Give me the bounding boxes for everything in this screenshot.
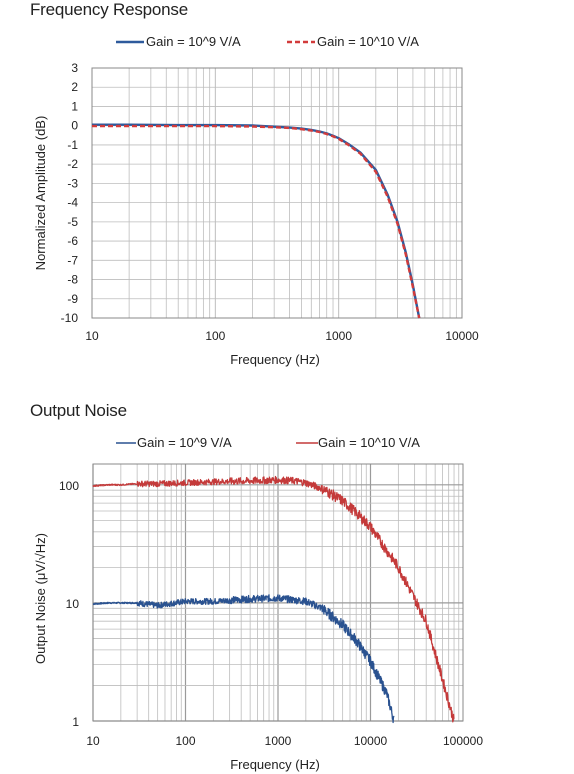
x-tick-label: 10 — [86, 734, 100, 748]
legend-label-gain-1e9: Gain = 10^9 V/A — [146, 34, 241, 49]
legend-label-gain-1e9: Gain = 10^9 V/A — [137, 435, 232, 450]
x-tick-label: 10000 — [354, 734, 388, 748]
output-noise-title: Output Noise — [30, 401, 127, 420]
legend-label-gain-1e10: Gain = 10^10 V/A — [318, 435, 420, 450]
y-tick-label: -9 — [67, 292, 78, 306]
y-tick-label: 100 — [59, 479, 79, 493]
y-tick-label: -8 — [67, 273, 78, 287]
y-tick-label: 10 — [66, 597, 80, 611]
y-axis-label: Output Noise (μV/√Hz) — [33, 533, 48, 664]
y-tick-label: -2 — [67, 157, 78, 171]
plot-frame — [92, 463, 464, 722]
x-tick-label: 100 — [175, 734, 195, 748]
x-tick-label: 100000 — [443, 734, 483, 748]
legend-label-gain-1e10: Gain = 10^10 V/A — [317, 34, 419, 49]
y-tick-label: 2 — [71, 80, 78, 94]
y-tick-label: -3 — [67, 176, 78, 190]
plot-frame — [91, 67, 463, 319]
y-tick-label: 3 — [71, 61, 78, 75]
y-tick-label: 0 — [71, 119, 78, 133]
frequency-response-title: Frequency Response — [30, 0, 188, 19]
y-tick-label: -4 — [67, 196, 78, 210]
y-tick-label: 1 — [72, 715, 79, 729]
y-tick-label: -1 — [67, 138, 78, 152]
series-line-gain-1e10 — [92, 475, 455, 723]
x-tick-label: 1000 — [325, 329, 352, 343]
y-tick-label: -7 — [67, 253, 78, 267]
x-axis-label: Frequency (Hz) — [230, 757, 320, 772]
x-tick-label: 1000 — [265, 734, 292, 748]
x-tick-label: 10000 — [445, 329, 479, 343]
y-tick-label: -6 — [67, 234, 78, 248]
y-tick-label: 1 — [71, 99, 78, 113]
y-axis-label: Normalized Amplitude (dB) — [33, 116, 48, 271]
y-tick-label: -10 — [61, 311, 79, 325]
series-line-gain-1e9 — [92, 594, 395, 724]
x-tick-label: 100 — [205, 329, 225, 343]
x-axis-label: Frequency (Hz) — [230, 352, 320, 367]
series-line-gain-1e10 — [92, 124, 421, 319]
x-tick-label: 10 — [85, 329, 99, 343]
y-tick-label: -5 — [67, 215, 78, 229]
